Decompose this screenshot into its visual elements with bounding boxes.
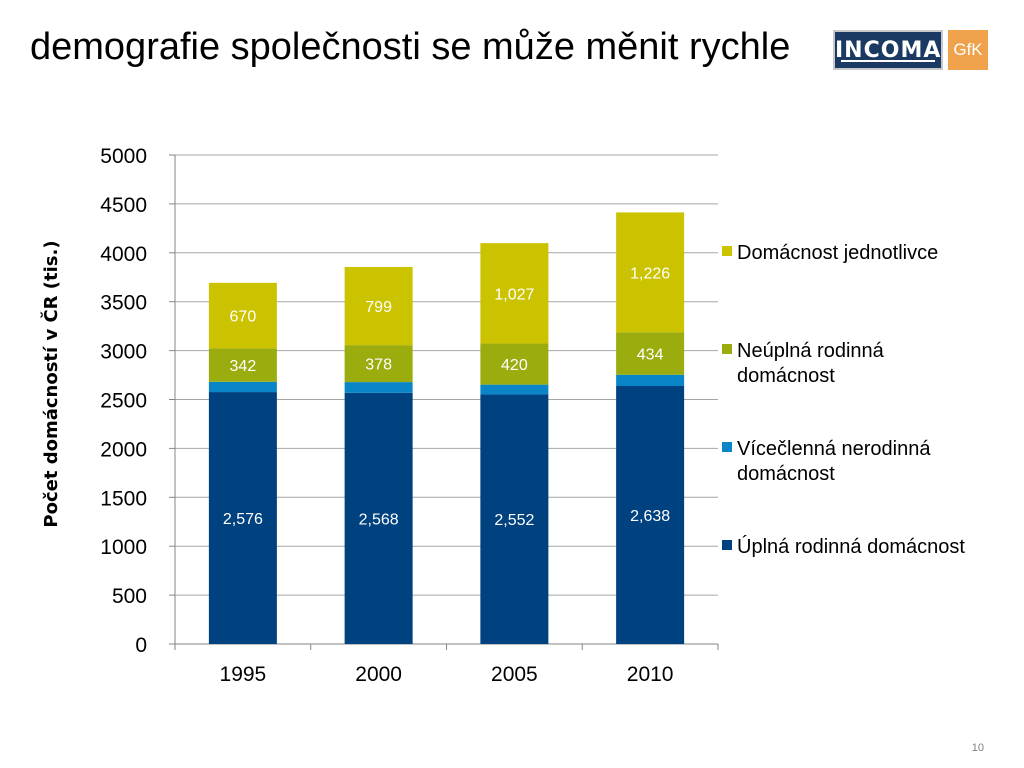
y-tick-label: 1000	[100, 536, 147, 559]
y-tick-label: 1500	[100, 487, 147, 510]
gfk-logo: GfK	[948, 30, 988, 70]
y-tick-label: 2000	[100, 438, 147, 461]
page-number: 10	[971, 742, 984, 754]
x-tick-label: 2010	[627, 663, 674, 686]
data-label: 2,576	[223, 511, 263, 528]
data-label: 420	[501, 357, 528, 374]
data-label: 2,552	[494, 512, 534, 529]
y-tick-label: 5000	[100, 145, 147, 168]
slide-title: demografie společnosti se může měnit ryc…	[30, 26, 791, 68]
legend-label: domácnost	[737, 463, 835, 485]
data-label: 670	[230, 309, 257, 326]
data-label: 378	[365, 357, 392, 374]
data-label: 434	[637, 347, 664, 364]
legend-swatch	[722, 540, 732, 550]
data-label: 2,568	[359, 511, 399, 528]
bar-segment	[208, 381, 277, 393]
y-tick-label: 4000	[100, 243, 147, 266]
bar-segment	[344, 345, 413, 383]
bar-segment	[344, 382, 413, 393]
bar-segment	[344, 392, 413, 644]
x-tick-label: 1995	[220, 663, 267, 686]
x-tick-label: 2005	[491, 663, 538, 686]
incoma-logo-underline	[841, 60, 935, 62]
legend-swatch	[722, 442, 732, 452]
y-tick-label: 3000	[100, 341, 147, 364]
x-tick-label: 2000	[355, 663, 402, 686]
legend-swatch	[722, 344, 732, 354]
bar-segment	[480, 243, 549, 344]
legend-label: domácnost	[737, 365, 835, 387]
data-label: 1,226	[630, 265, 670, 282]
bar-segment	[344, 266, 413, 346]
legend-label: Neúplná rodinná	[737, 340, 885, 362]
bar-segment	[616, 374, 685, 387]
bar-segment	[616, 386, 685, 644]
y-tick-label: 2500	[100, 390, 147, 413]
bar-segment	[208, 392, 277, 644]
data-label: 2,638	[630, 508, 670, 525]
y-axis-title: Počet domácností v ČR (tis.)	[40, 240, 62, 527]
incoma-logo: INCOMA	[833, 30, 943, 70]
legend-label: Úplná rodinná domácnost	[737, 535, 965, 558]
legend-label: Domácnost jednotlivce	[737, 242, 938, 264]
data-label: 799	[365, 299, 392, 316]
data-label: 342	[230, 358, 257, 375]
incoma-logo-text: INCOMA	[835, 38, 942, 63]
bar-segment	[616, 332, 685, 375]
y-tick-label: 4500	[100, 194, 147, 217]
y-tick-label: 3500	[100, 292, 147, 315]
y-tick-label: 0	[135, 634, 147, 657]
bar-segment	[480, 394, 549, 644]
data-label: 1,027	[494, 286, 534, 303]
bar-segment	[208, 282, 277, 349]
legend-swatch	[722, 246, 732, 256]
gfk-logo-text: GfK	[953, 40, 983, 59]
y-tick-label: 500	[112, 585, 147, 608]
bar-segment	[480, 384, 549, 395]
legend-label: Vícečlenná nerodinná	[737, 438, 931, 460]
bar-segment	[480, 343, 549, 385]
bar-segment	[616, 212, 685, 333]
bar-segment	[208, 348, 277, 382]
